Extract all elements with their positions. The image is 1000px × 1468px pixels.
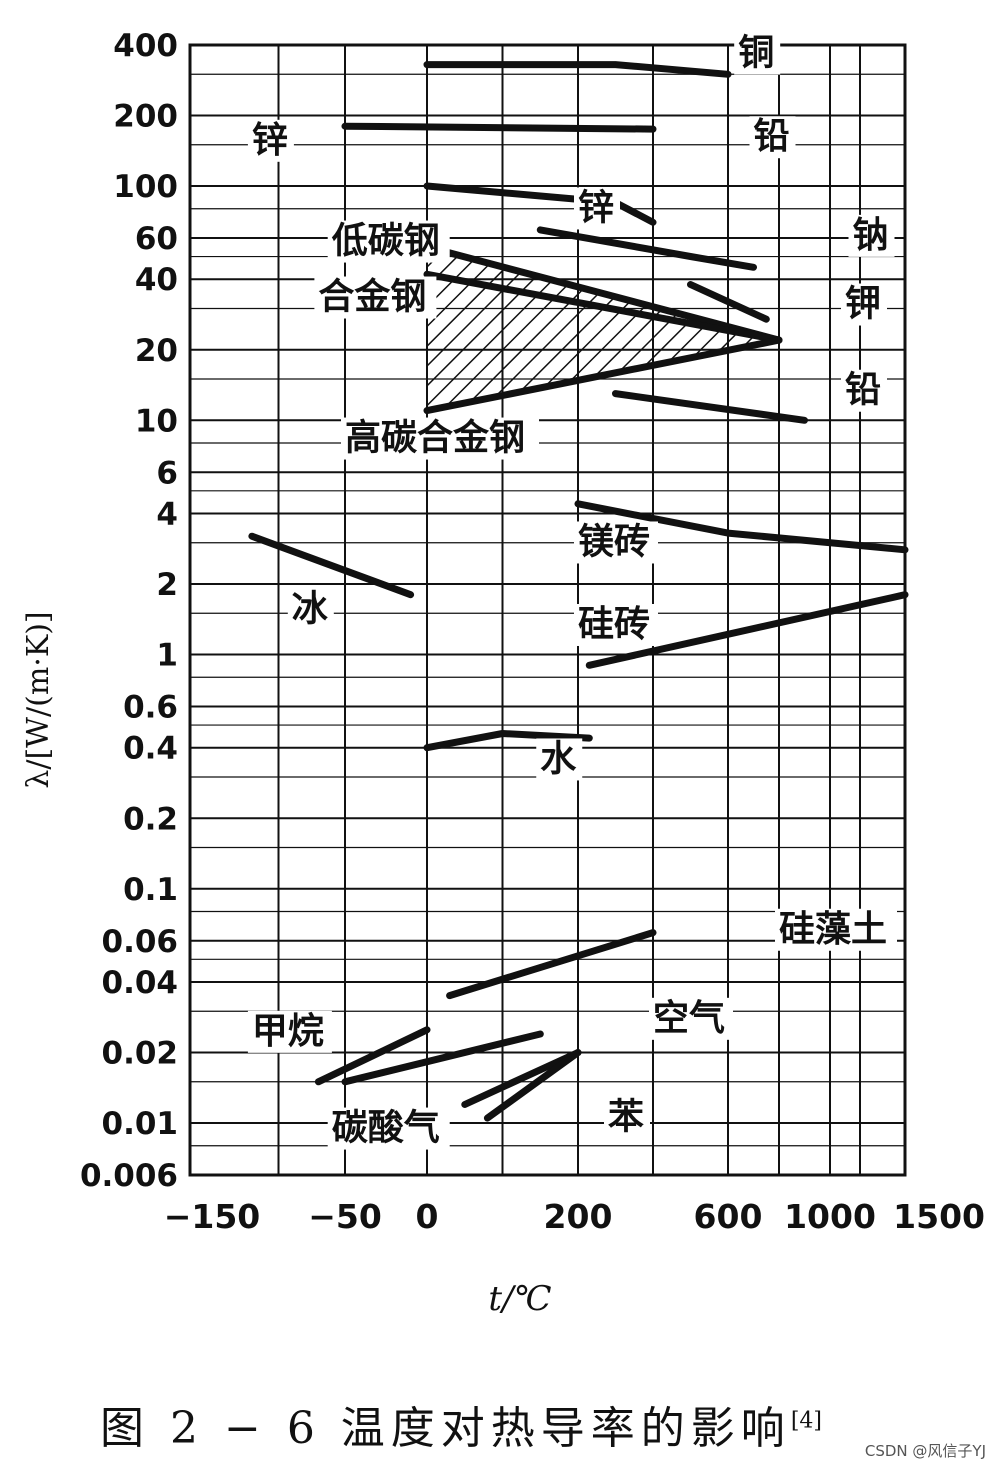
series-label-18: 苯 xyxy=(608,1096,644,1137)
y-tick-label: 2 xyxy=(156,567,178,603)
watermark: CSDN @风信子YJ xyxy=(864,1442,986,1460)
series-label-bg xyxy=(574,187,620,230)
series-label-7: 合金钢 xyxy=(318,276,426,318)
series-line-6 xyxy=(423,243,783,344)
y-tick-label: 0.02 xyxy=(102,1036,179,1072)
series-label-2: 铅 xyxy=(754,116,790,157)
series-label-bg xyxy=(734,32,781,75)
series-line-16 xyxy=(461,1049,582,1108)
series-label-bg xyxy=(775,908,897,951)
y-tick-label: 1 xyxy=(156,638,178,674)
series-line-0 xyxy=(423,61,732,78)
x-tick-label: −50 xyxy=(308,1197,382,1236)
series-line-1 xyxy=(341,122,657,133)
y-tick-label: 20 xyxy=(135,333,178,369)
y-tick-label: 4 xyxy=(156,496,178,532)
series-label-bg xyxy=(749,116,796,159)
series-label-11: 冰 xyxy=(292,588,329,629)
x-tick-label: 0 xyxy=(416,1197,439,1236)
series-label-bg xyxy=(604,1096,650,1139)
series-label-bg xyxy=(649,997,733,1040)
series-line-14 xyxy=(314,1026,431,1086)
series-line-15 xyxy=(341,1030,544,1086)
series-label-bg xyxy=(327,1107,450,1150)
series-label-6: 钾 xyxy=(845,284,881,325)
series-label-bg xyxy=(247,119,294,162)
y-tick-label: 6 xyxy=(156,455,178,491)
series-label-15: 空气 xyxy=(653,998,725,1039)
series-label-bg xyxy=(574,603,658,646)
series-label-bg xyxy=(247,1010,332,1053)
y-axis-label: λ/[W/(m·K)] xyxy=(21,611,56,788)
y-tick-label: 0.2 xyxy=(123,801,178,837)
x-tick-label: 1500 xyxy=(893,1197,985,1236)
series-label-17: 碳酸气 xyxy=(332,1108,440,1149)
series-line-3 xyxy=(536,226,757,271)
series-line-13 xyxy=(446,929,657,1000)
series-line-11 xyxy=(248,532,415,599)
series-label-16: 甲烷 xyxy=(252,1011,324,1052)
y-tick-label: 0.06 xyxy=(102,924,179,960)
x-tick-label: 1000 xyxy=(784,1197,876,1236)
series-label-bg xyxy=(841,283,887,326)
x-tick-label: −150 xyxy=(164,1197,261,1236)
series-line-12 xyxy=(423,730,593,752)
x-tick-label: 600 xyxy=(694,1197,763,1236)
series-label-13: 水 xyxy=(540,738,577,779)
y-tick-label: 60 xyxy=(135,221,178,257)
y-tick-label: 40 xyxy=(135,262,178,298)
x-tick-labels: −150 −50 0 200 600 1000 1500 xyxy=(164,1197,985,1236)
series-line-5 xyxy=(612,390,808,424)
series-label-8: 铅 xyxy=(845,370,881,411)
series-label-bg xyxy=(314,276,437,319)
y-tick-labels: 400 200 100 60 40 20 10 6 4 2 1 0.6 0.4 0.2 0.1 0.06 0.0… xyxy=(80,28,178,1194)
series-labels: 铜锌 铅锌钠低碳钢钾合金钢铅高碳合金钢镁砖冰 硅砖水硅藻土空气甲烷碳酸气苯 xyxy=(247,32,897,1150)
series-label-5: 低碳钢 xyxy=(332,221,440,262)
y-tick-label: 0.006 xyxy=(80,1158,178,1194)
series-line-10 xyxy=(585,591,909,669)
caption-reference: [4] xyxy=(790,1408,822,1434)
series-label-bg xyxy=(327,220,450,263)
series-label-12: 硅砖 xyxy=(578,604,650,645)
series-label-bg xyxy=(841,369,887,412)
series-label-bg xyxy=(287,588,334,631)
series-label-bg xyxy=(536,738,583,781)
y-tick-label: 400 xyxy=(113,28,178,64)
y-tick-label: 0.04 xyxy=(102,965,179,1001)
series-line-4 xyxy=(687,281,770,323)
y-tick-label: 200 xyxy=(113,99,178,135)
series-lines xyxy=(248,61,909,1122)
series-label-4: 钠 xyxy=(853,215,889,256)
series-label-bg xyxy=(848,214,895,257)
series-label-bg xyxy=(341,417,539,460)
y-tick-label: 0.1 xyxy=(123,872,178,908)
y-tick-label: 0.6 xyxy=(123,690,178,726)
figure-caption: 图 2 − 6 温度对热导率的影响[4] xyxy=(100,1392,822,1456)
y-tick-label: 0.4 xyxy=(123,731,178,767)
caption-text: 图 2 − 6 温度对热导率的影响 xyxy=(100,1403,791,1454)
y-tick-label: 100 xyxy=(113,169,178,205)
series-label-9: 高碳合金钢 xyxy=(345,417,525,459)
y-tick-label: 10 xyxy=(135,403,178,439)
series-label-10: 镁砖 xyxy=(578,521,650,562)
series-label-bg xyxy=(574,521,658,564)
series-label-0: 铜 xyxy=(738,33,774,74)
series-label-3: 锌 xyxy=(578,187,614,228)
series-line-8 xyxy=(423,336,783,415)
series-label-1: 锌 xyxy=(252,120,288,161)
series-label-14: 硅藻土 xyxy=(779,909,887,950)
x-axis-label: t/℃ xyxy=(488,1279,551,1319)
x-tick-label: 200 xyxy=(544,1197,613,1236)
y-tick-label: 0.01 xyxy=(102,1106,179,1142)
series-line-17 xyxy=(483,1049,582,1122)
series-line-9 xyxy=(574,500,909,554)
series-line-7 xyxy=(423,270,783,344)
